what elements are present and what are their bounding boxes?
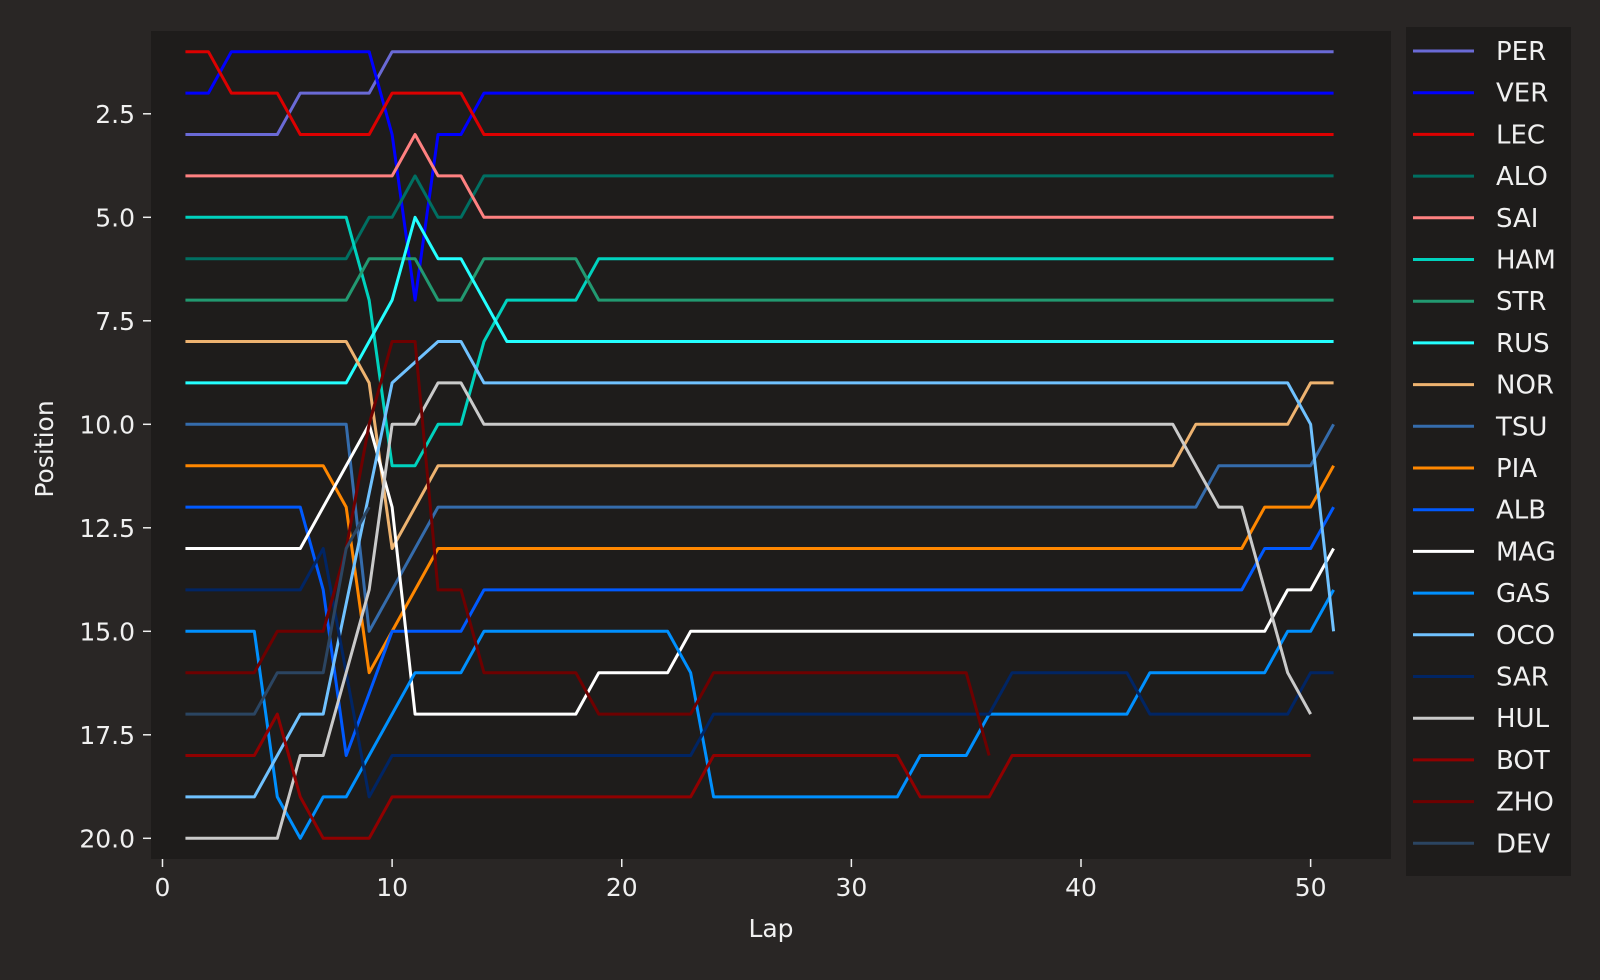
legend-label-oco: OCO xyxy=(1496,621,1555,651)
x-tick-label: 20 xyxy=(606,873,638,902)
legend-label-sai: SAI xyxy=(1496,204,1538,234)
legend-label-mag: MAG xyxy=(1496,537,1556,567)
series-line-sar xyxy=(185,547,1334,799)
legend-box xyxy=(1406,27,1571,876)
x-tick-label: 40 xyxy=(1065,873,1097,902)
legend-label-sar: SAR xyxy=(1496,663,1549,693)
y-tick-label: 10.0 xyxy=(79,410,135,439)
x-axis: 0 10 20 30 40 50 xyxy=(155,859,1327,902)
y-tick-label: 17.5 xyxy=(79,721,135,750)
x-tick-label: 0 xyxy=(155,873,171,902)
series-line-zho xyxy=(185,340,991,756)
y-axis: 2.5 5.0 7.5 10.0 12.5 15.0 17.5 20.0 xyxy=(79,100,151,853)
series-line-sai xyxy=(185,133,1334,219)
series-line-pia xyxy=(185,464,1335,675)
legend-label-rus: RUS xyxy=(1496,329,1550,359)
legend-label-alb: ALB xyxy=(1496,496,1546,526)
legend-label-tsu: TSU xyxy=(1495,412,1547,442)
series-line-hul xyxy=(185,381,1312,840)
series-line-ham xyxy=(185,215,1334,468)
series-line-bot xyxy=(185,712,1311,840)
series-line-per xyxy=(185,50,1334,136)
legend-label-per: PER xyxy=(1496,37,1546,67)
y-tick-label: 20.0 xyxy=(79,824,135,853)
legend-label-ham: HAM xyxy=(1496,246,1556,276)
y-tick-label: 12.5 xyxy=(79,514,135,543)
legend-label-pia: PIA xyxy=(1496,454,1537,484)
series-lines xyxy=(185,50,1336,840)
legend-label-bot: BOT xyxy=(1496,746,1550,776)
legend-label-lec: LEC xyxy=(1496,120,1545,150)
legend-label-hul: HUL xyxy=(1496,704,1550,734)
plot-area xyxy=(151,31,1391,859)
y-axis-label: Position xyxy=(30,400,59,497)
legend-label-ver: VER xyxy=(1496,79,1548,109)
y-tick-label: 2.5 xyxy=(95,100,135,129)
x-axis-label: Lap xyxy=(748,914,793,943)
legend-label-zho: ZHO xyxy=(1496,788,1554,818)
legend-label-alo: ALO xyxy=(1496,162,1548,192)
series-line-str xyxy=(185,257,1334,302)
legend-label-nor: NOR xyxy=(1496,371,1554,401)
series-line-dev xyxy=(185,506,371,716)
series-line-rus xyxy=(185,215,1334,385)
legend: PER VER LEC ALO SAI HAM STR RUS NOR TSU PIA ALB MAG G… xyxy=(1406,27,1571,876)
y-tick-label: 5.0 xyxy=(95,203,135,232)
y-tick-label: 15.0 xyxy=(79,617,135,646)
x-tick-label: 10 xyxy=(376,873,408,902)
x-tick-label: 50 xyxy=(1295,873,1327,902)
x-tick-label: 30 xyxy=(835,873,867,902)
series-line-lec xyxy=(185,50,1334,136)
legend-label-str: STR xyxy=(1496,287,1546,317)
legend-label-gas: GAS xyxy=(1496,579,1550,609)
legend-label-dev: DEV xyxy=(1496,829,1550,859)
y-tick-label: 7.5 xyxy=(95,307,135,336)
